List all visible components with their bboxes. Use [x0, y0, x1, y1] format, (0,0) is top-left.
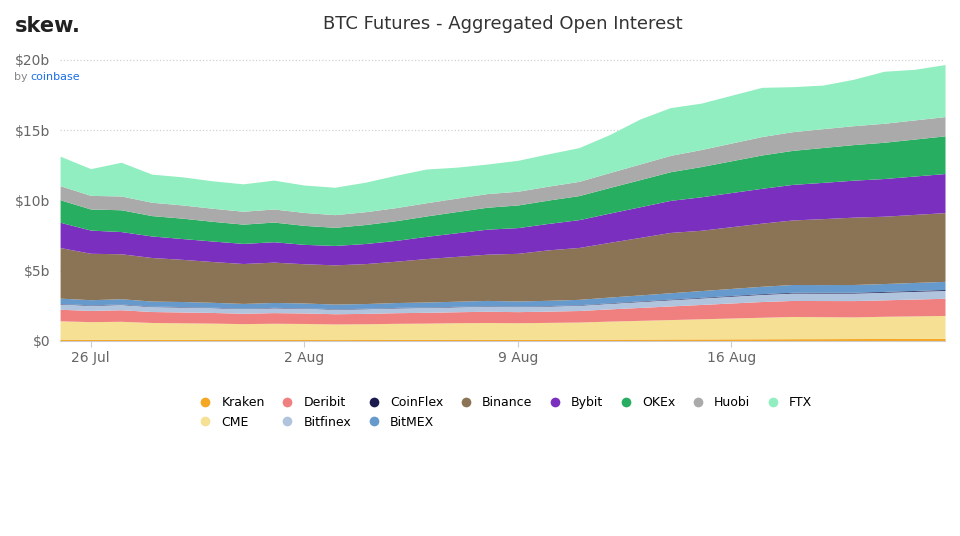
Legend: Kraken, CME, Deribit, Bitfinex, CoinFlex, BitMEX, Binance, Bybit, OKEx, Huobi, F: Kraken, CME, Deribit, Bitfinex, CoinFlex… — [187, 391, 817, 434]
Title: BTC Futures - Aggregated Open Interest: BTC Futures - Aggregated Open Interest — [323, 15, 683, 33]
Text: by: by — [14, 72, 32, 83]
Text: skew.: skew. — [14, 16, 81, 36]
Text: coinbase: coinbase — [31, 72, 81, 83]
